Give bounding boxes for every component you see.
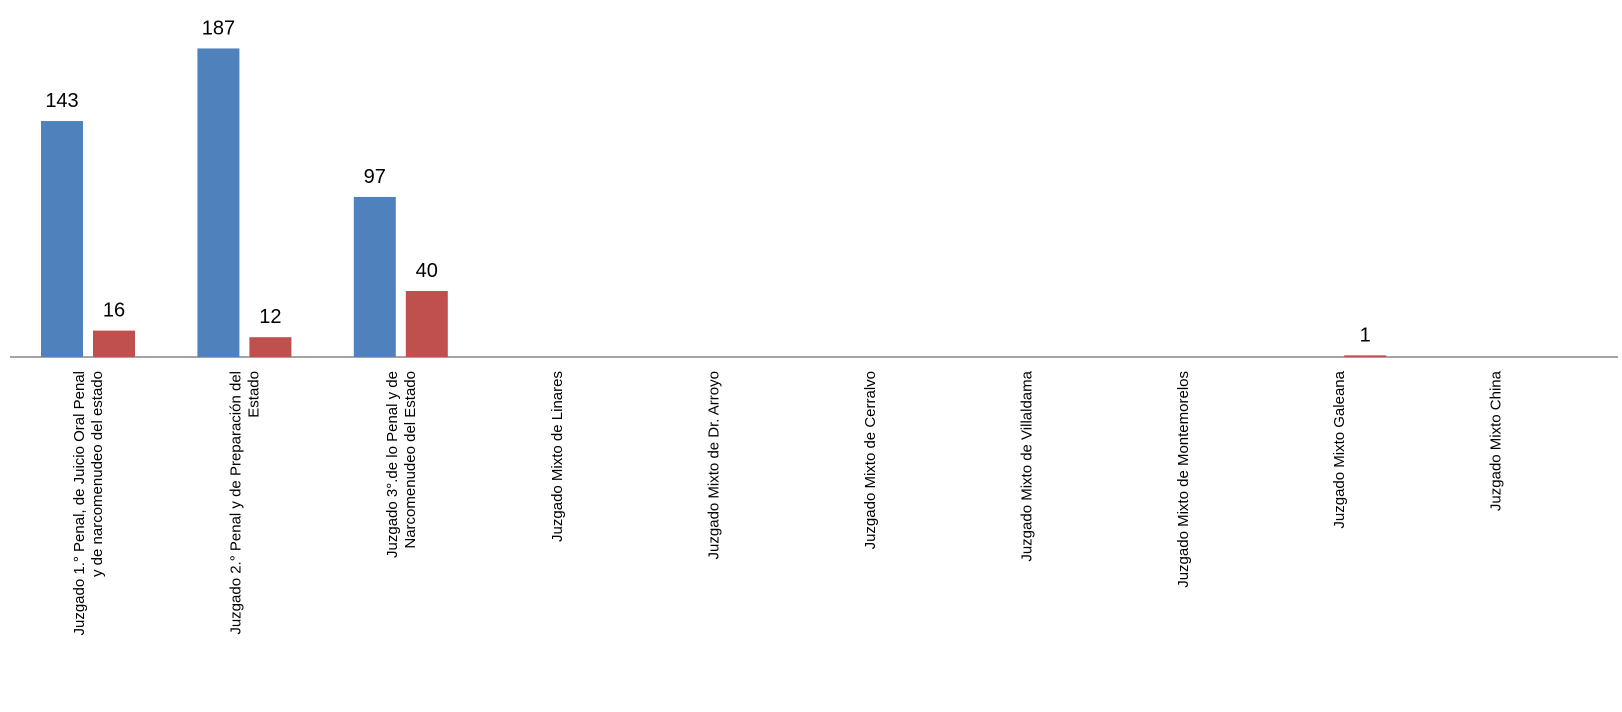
category-label-3-line-2: Narcomenudeo del Estado [402,371,419,549]
data-label-s1-c1: 143 [45,90,78,112]
category-label-1-line-1: Juzgado 1.° Penal, de Juicio Oral Penal [71,371,88,636]
data-label-s2-c2: 12 [259,306,281,328]
category-label-7-line-1: Juzgado Mixto de Villaldama [1018,370,1035,561]
bar-s1-c2 [197,48,240,357]
category-label-2-line-2: Estado [245,371,262,418]
category-label-5-line-1: Juzgado Mixto de Dr. Arroyo [706,371,723,559]
data-label-s2-c3: 40 [416,260,438,282]
category-label-2: Juzgado 2.° Penal y de Preparación del Es… [227,371,262,635]
bar-s1-c1 [41,121,83,357]
bar-s2-c1 [93,330,135,357]
category-label-7: Juzgado Mixto de Villaldama [1018,370,1035,561]
category-label-3: Juzgado 3°.de lo Penal y de Narcomenudeo … [384,371,419,558]
category-label-1: Juzgado 1.° Penal, de Juicio Oral Penal y… [71,371,106,636]
category-label-2-line-1: Juzgado 2.° Penal y de Preparación del [227,371,244,635]
category-label-4-line-1: Juzgado Mixto de Linares [549,371,566,542]
category-label-8-line-1: Juzgado Mixto de Montemorelos [1175,371,1192,588]
data-label-s2-c9: 1 [1360,324,1371,346]
category-label-4: Juzgado Mixto de Linares [549,371,566,542]
data-label-s1-c3: 97 [364,166,386,188]
category-label-1-line-2: y de narcomenudeo del estado [89,371,106,577]
category-label-10: Juzgado Mixto China [1488,370,1505,511]
category-label-10-line-1: Juzgado Mixto China [1488,370,1505,511]
category-label-8: Juzgado Mixto de Montemorelos [1175,371,1192,588]
data-label-s1-c2: 187 [202,17,235,39]
category-label-9-line-1: Juzgado Mixto Galeana [1331,370,1348,528]
data-label-s2-c1: 16 [103,300,125,322]
bar-s2-c3 [405,291,448,357]
bar-s2-c2 [249,337,292,357]
bar-s2-c9 [1344,355,1387,357]
category-label-3-line-1: Juzgado 3°.de lo Penal y de [384,371,401,558]
category-label-9: Juzgado Mixto Galeana [1331,370,1348,528]
bar-s1-c3 [353,196,396,357]
category-label-6-line-1: Juzgado Mixto de Cerralvo [862,371,879,549]
category-label-6: Juzgado Mixto de Cerralvo [862,371,879,549]
category-label-5: Juzgado Mixto de Dr. Arroyo [706,371,723,559]
